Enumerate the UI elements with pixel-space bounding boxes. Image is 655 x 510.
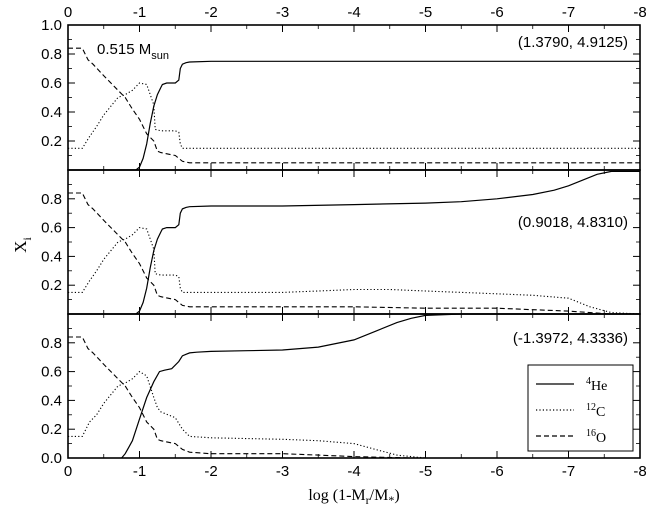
panel-2: 0.8 0.6 0.4 0.2 (0.9018, 4.8310) bbox=[41, 169, 641, 315]
top-x-tick-label: -2 bbox=[204, 4, 217, 21]
top-x-tick-label: -3 bbox=[276, 4, 289, 21]
legend-entry-He: 4He bbox=[586, 376, 607, 394]
y-tick-label: 0.4 bbox=[41, 248, 62, 265]
series-4He-line bbox=[121, 313, 640, 459]
mass-label: 0.515 Msun bbox=[97, 41, 169, 62]
top-x-tick-label: -8 bbox=[633, 4, 646, 21]
x-tick-label: -3 bbox=[276, 463, 289, 480]
x-tick-label: -8 bbox=[633, 463, 646, 480]
series-12C-line bbox=[68, 370, 640, 459]
legend: 4He 12C 16O bbox=[527, 364, 634, 452]
y-tick-label: 0.4 bbox=[41, 392, 62, 409]
x-tick-label: -7 bbox=[562, 463, 575, 480]
y-tick-label: 0.2 bbox=[41, 133, 62, 150]
panel-annotation: (-1.3972, 4.3336) bbox=[513, 330, 628, 347]
top-x-tick-label: 0 bbox=[64, 4, 72, 21]
panel-annotation: (0.9018, 4.8310) bbox=[518, 214, 628, 231]
legend-entry-C: 12C bbox=[586, 402, 605, 420]
y-axis-label: Xi bbox=[11, 237, 34, 253]
panel-annotation: (1.3790, 4.9125) bbox=[518, 34, 628, 51]
legend-box bbox=[527, 364, 634, 452]
top-x-tick-label: -6 bbox=[490, 4, 503, 21]
y-tick-label: 0.8 bbox=[41, 191, 62, 208]
panel-3: 0.8 0.6 0.4 0.2 0.0 (-1.3972, 4.3336) bbox=[41, 313, 641, 467]
y-tick-label: 0.6 bbox=[41, 75, 62, 92]
top-x-tick-label: -4 bbox=[347, 4, 360, 21]
y-tick-label: 0.6 bbox=[41, 220, 62, 237]
x-tick-label: 0 bbox=[64, 463, 72, 480]
x-tick-label: -6 bbox=[490, 463, 503, 480]
x-tick-label: -5 bbox=[419, 463, 432, 480]
top-x-tick-label: -7 bbox=[562, 4, 575, 21]
x-tick-label: -1 bbox=[133, 463, 146, 480]
x-tick-label: -2 bbox=[204, 463, 217, 480]
y-tick-label: 0.4 bbox=[41, 104, 62, 121]
top-x-tick-label: -5 bbox=[419, 4, 432, 21]
y-tick-label: 0.2 bbox=[41, 421, 62, 438]
top-x-tick-label: -1 bbox=[133, 4, 146, 21]
x-axis-label: log (1-Mr/M*) bbox=[308, 487, 399, 507]
y-tick-label: 1.0 bbox=[41, 17, 62, 34]
series-16O-line bbox=[68, 336, 640, 459]
y-tick-label: 0.8 bbox=[41, 335, 62, 352]
y-tick-label: 0.0 bbox=[41, 450, 62, 467]
series-12C-line bbox=[68, 82, 640, 149]
y-tick-label: 0.8 bbox=[41, 46, 62, 63]
series-4He-line bbox=[135, 170, 640, 315]
series-16O-line bbox=[68, 47, 640, 164]
x-tick-label: -4 bbox=[347, 463, 360, 480]
panel-1: 1.0 0.8 0.6 0.4 0.2 (1.3790, 4.9125) 0.515 Msu… bbox=[41, 17, 641, 171]
series-4He-line bbox=[135, 60, 640, 171]
series-12C-line bbox=[68, 227, 641, 315]
y-tick-label: 0.2 bbox=[41, 277, 62, 294]
legend-entry-O: 16O bbox=[586, 428, 606, 446]
panel-frame bbox=[67, 169, 641, 315]
y-tick-label: 0.6 bbox=[41, 364, 62, 381]
